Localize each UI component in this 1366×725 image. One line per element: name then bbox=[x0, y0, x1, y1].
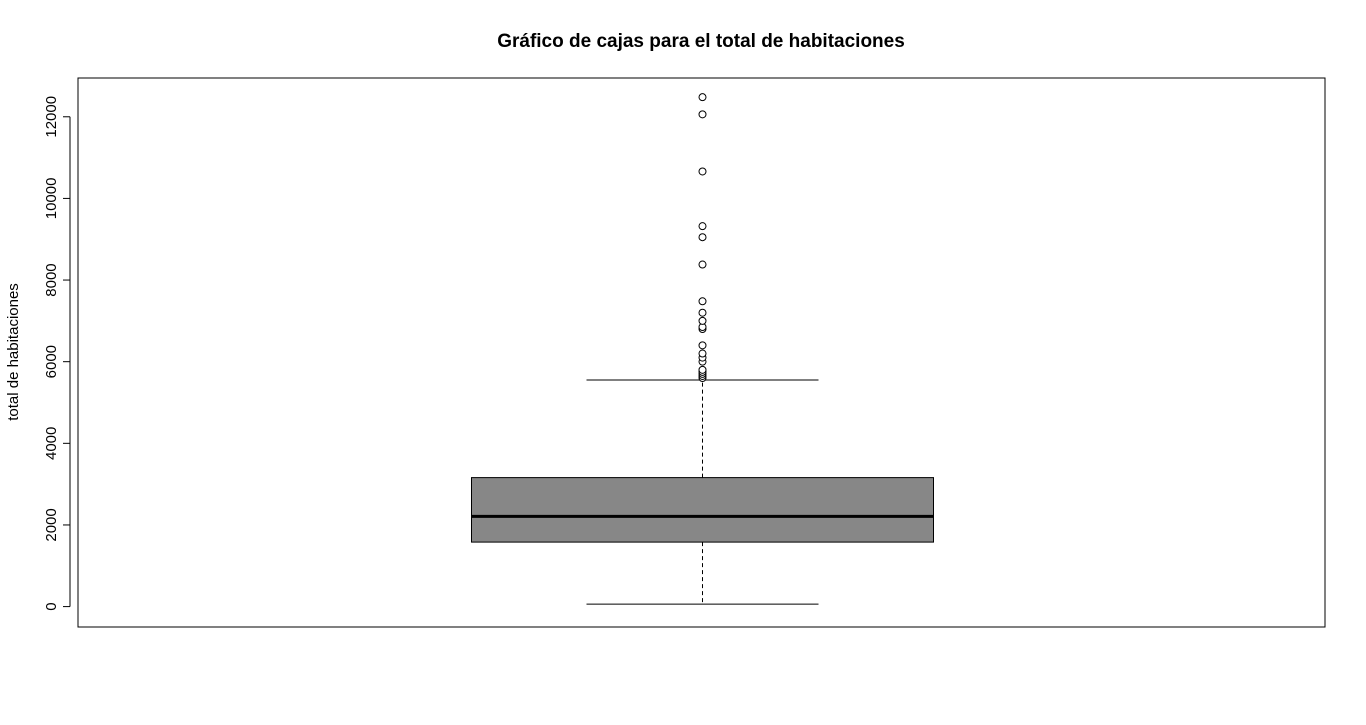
outlier-point bbox=[698, 316, 707, 325]
plot-frame bbox=[77, 77, 1326, 628]
outlier-point bbox=[698, 365, 707, 374]
outliers bbox=[698, 93, 707, 383]
outlier-point bbox=[698, 167, 707, 176]
y-tick-label: 6000 bbox=[43, 345, 60, 378]
y-tick-label: 2000 bbox=[43, 508, 60, 541]
outlier-point bbox=[698, 110, 707, 119]
y-tick-label: 4000 bbox=[43, 427, 60, 460]
interquartile-box bbox=[471, 477, 934, 543]
box-plot bbox=[471, 379, 934, 605]
y-tick-label: 0 bbox=[43, 602, 60, 610]
outlier-point bbox=[698, 222, 707, 231]
chart-title: Gráfico de cajas para el total de habita… bbox=[497, 31, 905, 52]
outlier-point bbox=[698, 341, 707, 350]
outlier-point bbox=[698, 349, 707, 358]
y-tick-label: 10000 bbox=[43, 178, 60, 220]
y-tick-label: 12000 bbox=[43, 96, 60, 138]
outlier-point bbox=[698, 308, 707, 317]
outlier-point bbox=[698, 93, 707, 102]
y-axis-label: total de habitaciones bbox=[5, 283, 22, 421]
outlier-point bbox=[698, 260, 707, 269]
outlier-point bbox=[698, 297, 707, 306]
outlier-point bbox=[698, 233, 707, 242]
y-tick-label: 8000 bbox=[43, 263, 60, 296]
y-axis: 0 2000 4000 6000 8000 10000 12000 bbox=[43, 96, 71, 611]
